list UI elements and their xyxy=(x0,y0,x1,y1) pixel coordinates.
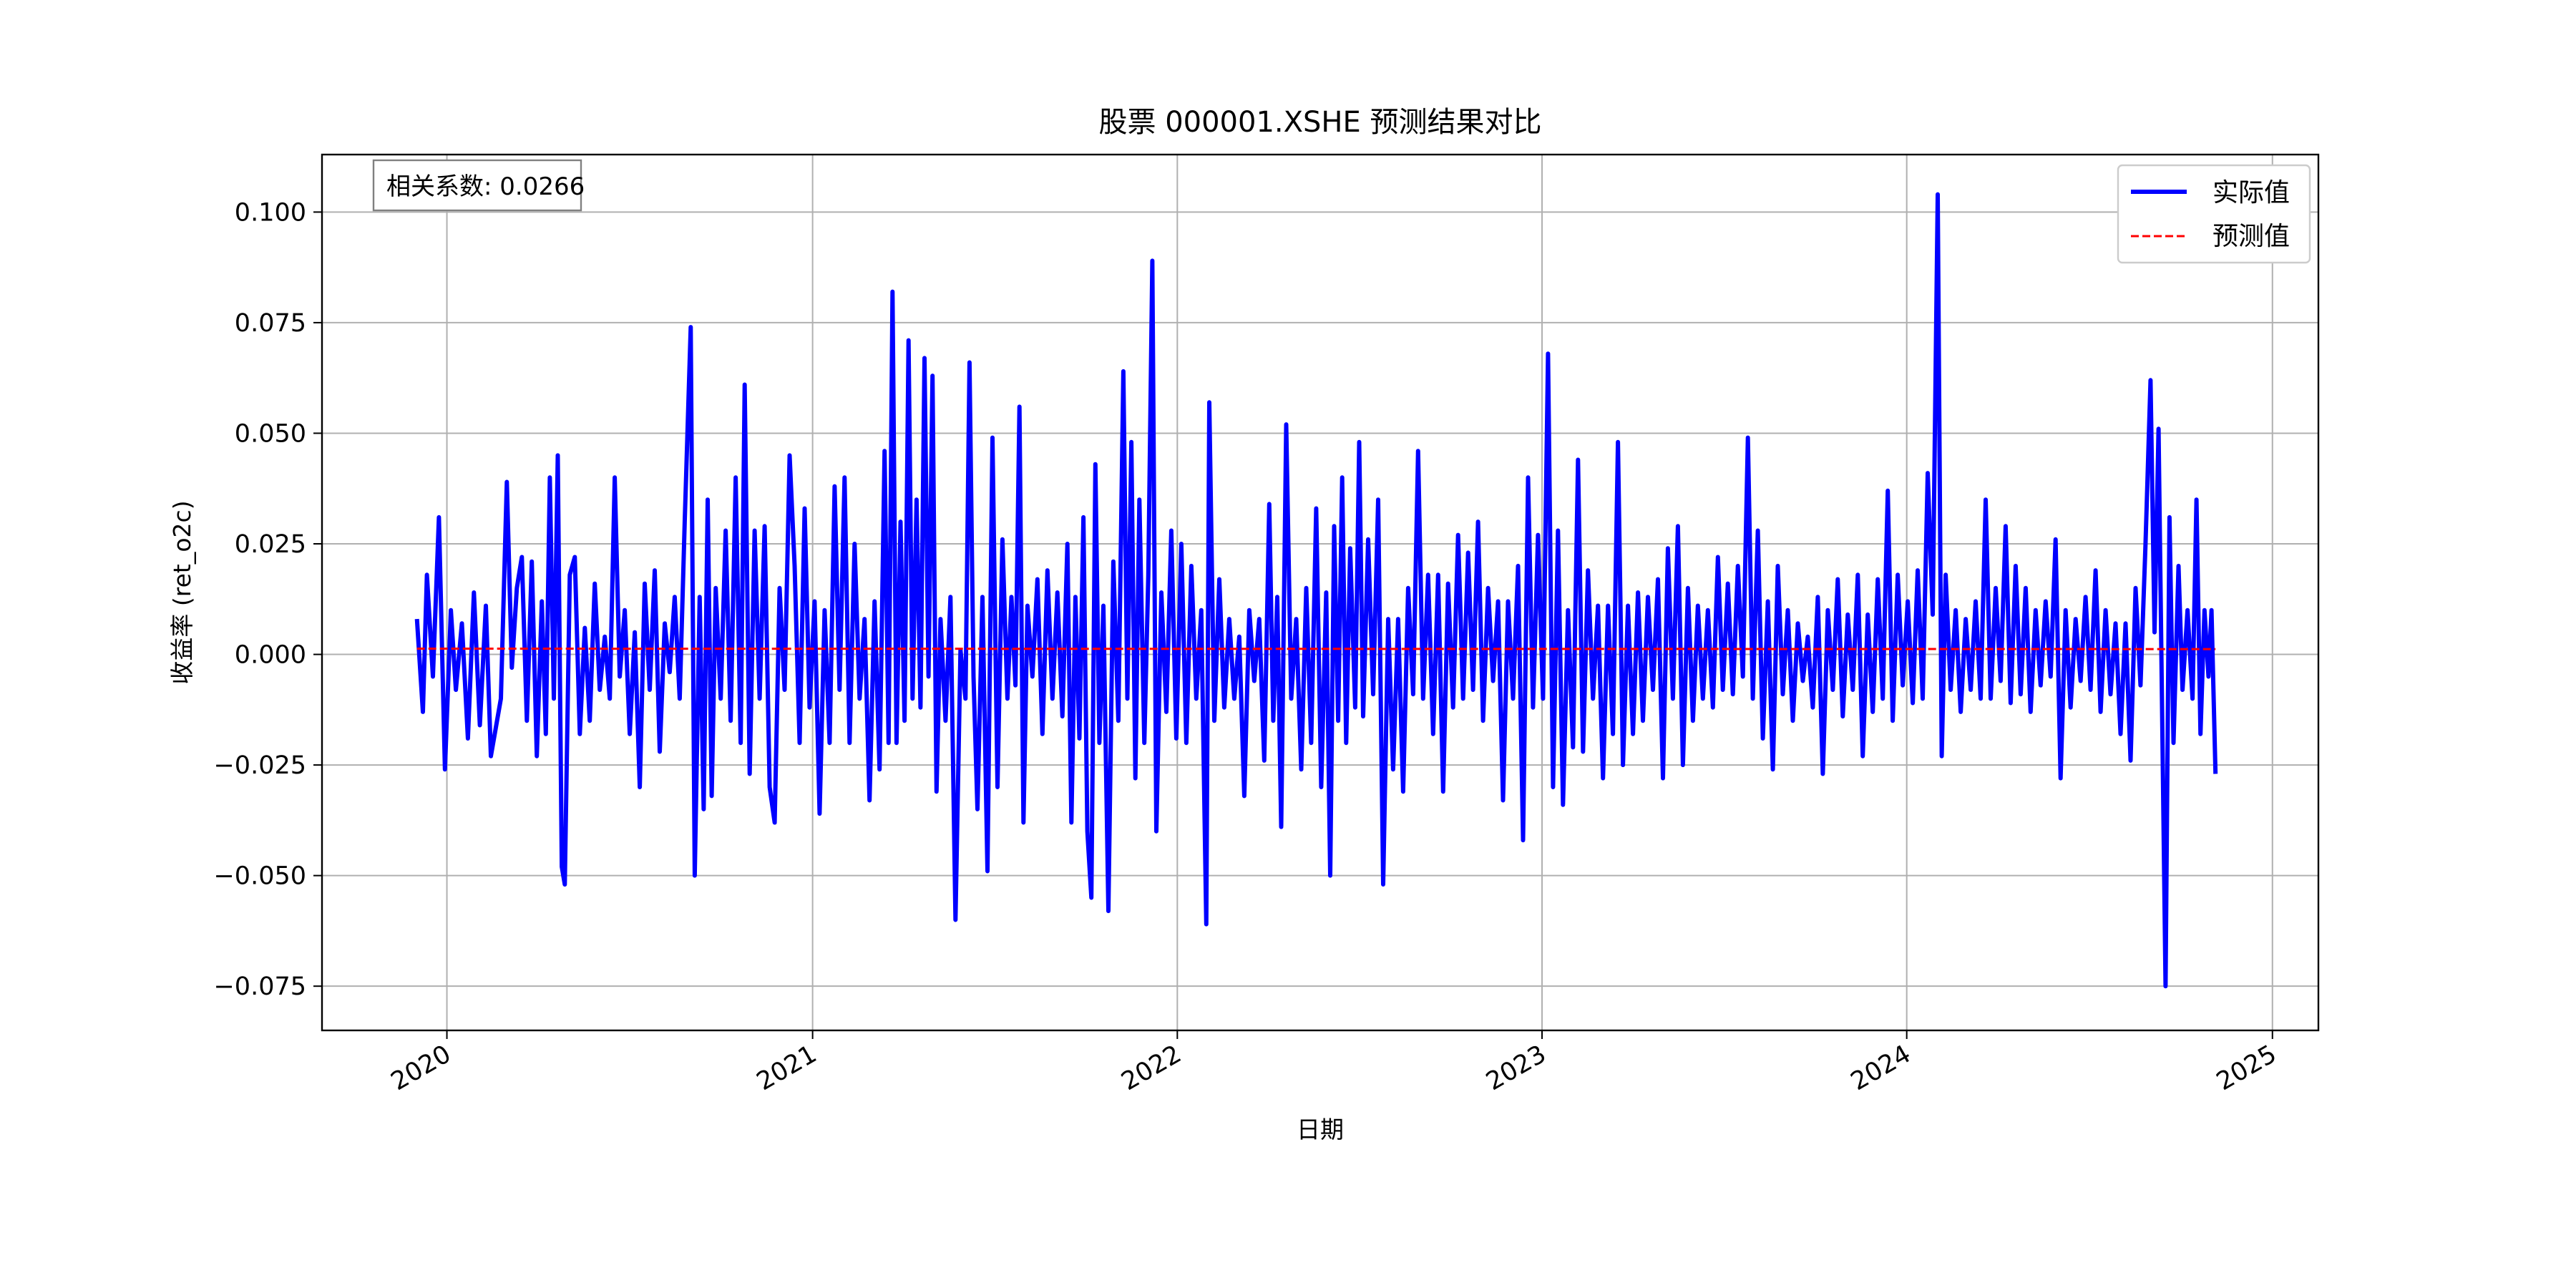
series-line-predicted xyxy=(416,648,2216,650)
y-axis-label: 收益率 (ret_o2c) xyxy=(168,500,196,684)
chart-title: 股票 000001.XSHE 预测结果对比 xyxy=(1099,106,1542,139)
legend-label-actual: 实际值 xyxy=(2212,178,2290,208)
x-axis-label: 日期 xyxy=(1297,1116,1344,1143)
x-tick-label: 2021 xyxy=(752,1040,821,1096)
y-tick-label: −0.025 xyxy=(213,751,306,780)
plot-frame xyxy=(321,153,2320,1032)
y-tick-label: 0.100 xyxy=(235,198,306,227)
x-tick-label: 2024 xyxy=(1846,1040,1916,1096)
x-tick-label: 2025 xyxy=(2212,1040,2281,1096)
y-tick-label: 0.050 xyxy=(235,419,306,448)
y-tick-label: −0.050 xyxy=(213,862,306,891)
legend: 实际值 预测值 xyxy=(2117,164,2311,264)
series-layer xyxy=(414,192,2218,989)
x-tick-label: 2020 xyxy=(386,1040,456,1096)
legend-label-predicted: 预测值 xyxy=(2212,222,2290,251)
y-tick-label: −0.075 xyxy=(213,972,306,1001)
x-tick-label: 2022 xyxy=(1117,1040,1186,1096)
grid xyxy=(322,155,2318,1030)
y-ticks: −0.075 −0.050 −0.025 0.000 0.025 0.050 0.075 0.… xyxy=(213,198,322,1001)
correlation-annotation: 相关系数: 0.0266 xyxy=(372,159,585,212)
series-line-actual xyxy=(414,192,2218,989)
y-tick-label: 0.075 xyxy=(235,309,306,338)
y-tick-label: 0.025 xyxy=(235,530,306,559)
annotation-box xyxy=(372,159,582,212)
x-ticks: 2020 2021 2022 2023 2024 2025 xyxy=(386,1030,2281,1096)
y-tick-label: 0.000 xyxy=(235,641,306,670)
x-tick-label: 2023 xyxy=(1481,1040,1551,1096)
annotation-text: 相关系数: 0.0266 xyxy=(386,172,585,201)
plot-area xyxy=(321,153,2320,1032)
